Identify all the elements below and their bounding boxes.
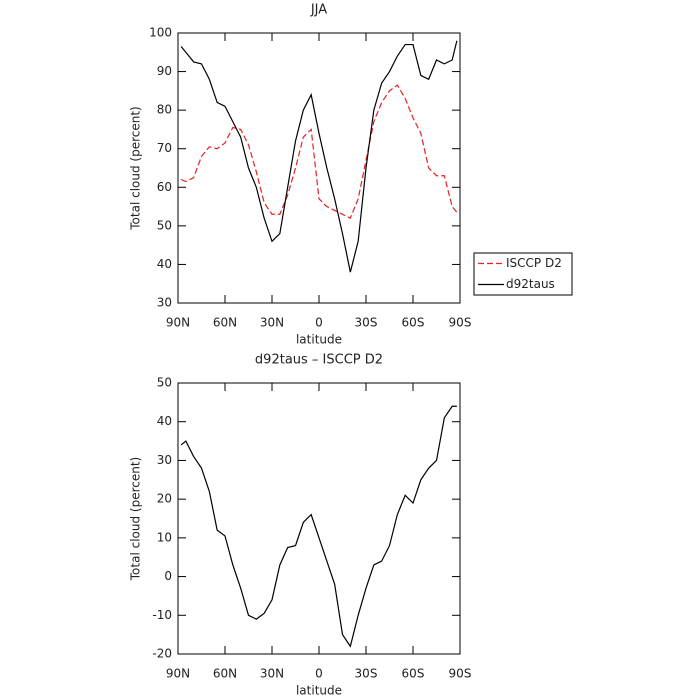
x-axis-label: latitude: [296, 684, 342, 698]
y-tick-label: 40: [157, 257, 172, 271]
y-tick-label: 100: [149, 26, 172, 40]
plot-frame: [177, 32, 461, 304]
data-line: [180, 84, 458, 219]
x-tick-label: 30S: [355, 667, 378, 681]
y-tick-label: 90: [157, 64, 172, 78]
x-tick-label: 0: [315, 667, 323, 681]
x-tick-label: 60N: [213, 316, 237, 330]
data-line: [180, 405, 457, 648]
data-line: [180, 40, 458, 273]
y-tick-label: 30: [157, 453, 172, 467]
y-tick-label: 50: [157, 218, 172, 232]
x-tick-label: 0: [315, 316, 323, 330]
x-tick-label: 90S: [449, 667, 472, 681]
y-axis-label: Total cloud (percent): [129, 106, 143, 230]
y-axis-label: Total cloud (percent): [129, 457, 143, 581]
y-tick-label: 50: [157, 376, 172, 390]
y-tick-label: 80: [157, 103, 172, 117]
y-tick-label: -10: [152, 608, 172, 622]
chart-title: JJA: [310, 3, 327, 18]
y-tick-label: 20: [157, 492, 172, 506]
x-tick-label: 90N: [166, 667, 190, 681]
x-axis-label: latitude: [296, 333, 342, 347]
y-tick-label: 60: [157, 180, 172, 194]
x-tick-label: 60S: [402, 316, 425, 330]
x-tick-label: 90S: [449, 316, 472, 330]
chart-title: d92taus – ISCCP D2: [255, 353, 383, 368]
legend-label: ISCCP D2: [506, 256, 562, 270]
x-tick-label: 90N: [166, 316, 190, 330]
y-tick-label: -20: [152, 647, 172, 661]
plot-frame: [177, 382, 461, 655]
y-tick-label: 10: [157, 530, 172, 544]
y-tick-label: 0: [164, 569, 172, 583]
x-tick-label: 60N: [213, 667, 237, 681]
legend-box: [473, 252, 573, 296]
x-tick-label: 60S: [402, 667, 425, 681]
y-tick-label: 40: [157, 414, 172, 428]
y-tick-label: 70: [157, 141, 172, 155]
x-tick-label: 30N: [260, 667, 284, 681]
y-tick-label: 30: [157, 296, 172, 310]
x-tick-label: 30S: [355, 316, 378, 330]
legend-label: d92taus: [506, 277, 555, 291]
x-tick-label: 30N: [260, 316, 284, 330]
